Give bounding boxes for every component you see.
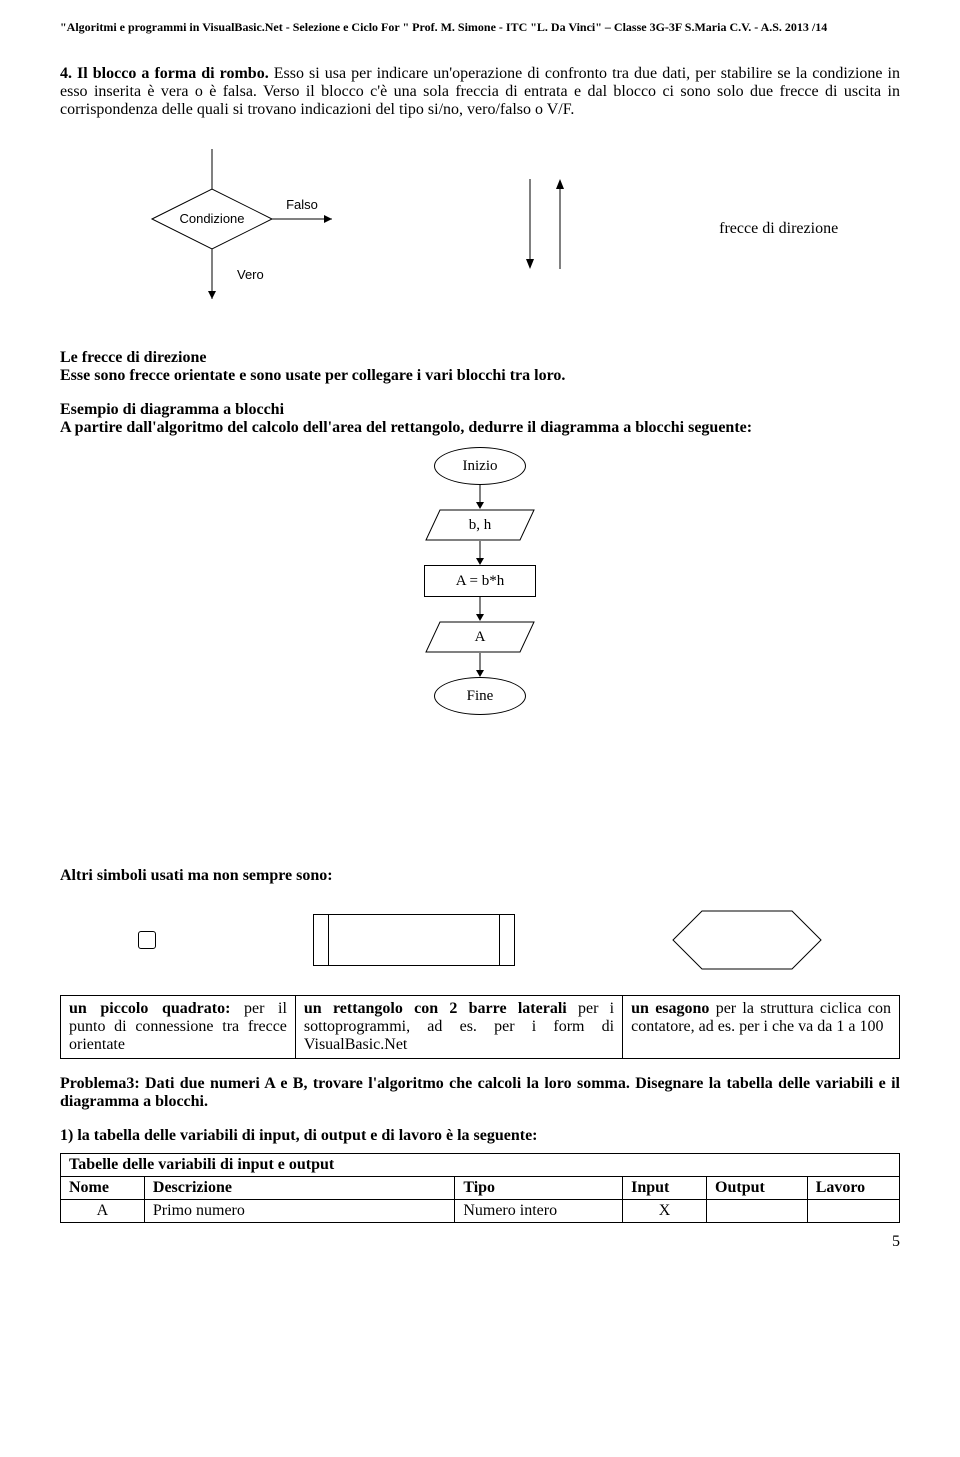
- vartable-row: A Primo numero Numero intero X: [61, 1200, 900, 1223]
- cond-label: Condizione: [179, 211, 244, 226]
- flow-output-label: A: [425, 621, 535, 653]
- symbols-row: [60, 895, 900, 985]
- esempio-section: Esempio di diagramma a blocchi A partire…: [60, 401, 900, 437]
- flow-end: Fine: [434, 677, 526, 715]
- vartable-header-row: Nome Descrizione Tipo Input Output Lavor…: [61, 1177, 900, 1200]
- direction-arrows: [505, 169, 585, 289]
- flowchart: Inizio b, h A = b*h A Fine: [380, 447, 580, 837]
- flow-start: Inizio: [434, 447, 526, 485]
- flow-arrow-icon: [480, 597, 481, 621]
- page-header: "Algoritmi e programmi in VisualBasic.Ne…: [60, 20, 900, 35]
- flow-arrow-icon: [480, 541, 481, 565]
- flow-process: A = b*h: [424, 565, 536, 597]
- flow-arrow-icon: [480, 653, 481, 677]
- problema3: Problema3: Dati due numeri A e B, trovar…: [60, 1075, 900, 1111]
- condition-diagram-area: Condizione Falso Vero frecce di direzion…: [60, 129, 900, 329]
- desc-cell-3: un esagono per la struttura ciclica con …: [623, 996, 900, 1059]
- desc-cell-2: un rettangolo con 2 barre laterali per i…: [295, 996, 622, 1059]
- frecce-section: Le frecce di direzione Esse sono frecce …: [60, 349, 900, 385]
- small-square-icon: [138, 931, 156, 949]
- altri-symbols-title: Altri simboli usati ma non sempre sono:: [60, 867, 900, 885]
- page-number: 5: [60, 1233, 900, 1251]
- desc-cell-1: un piccolo quadrato: per il punto di con…: [61, 996, 296, 1059]
- true-label: Vero: [237, 267, 264, 282]
- step-1: 1) la tabella delle variabili di input, …: [60, 1127, 900, 1145]
- esempio-body: A partire dall'algoritmo del calcolo del…: [60, 419, 752, 436]
- flow-input: b, h: [425, 509, 535, 541]
- subprogram-icon: [313, 914, 515, 966]
- flow-input-label: b, h: [425, 509, 535, 541]
- arrows-caption: frecce di direzione: [719, 220, 838, 238]
- symbols-description-table: un piccolo quadrato: per il punto di con…: [60, 995, 900, 1059]
- flow-output: A: [425, 621, 535, 653]
- vartable-caption: Tabelle delle variabili di input e outpu…: [61, 1154, 900, 1177]
- frecce-title: Le frecce di direzione: [60, 349, 206, 366]
- flow-arrow-icon: [480, 485, 481, 509]
- false-label: Falso: [286, 197, 318, 212]
- condition-rhombus: Condizione Falso Vero: [122, 149, 382, 309]
- variables-table: Tabelle delle variabili di input e outpu…: [60, 1153, 900, 1223]
- esempio-title: Esempio di diagramma a blocchi: [60, 401, 284, 418]
- hexagon-icon: [672, 910, 822, 970]
- section-4: 4. Il blocco a forma di rombo. Esso si u…: [60, 65, 900, 119]
- frecce-body: Esse sono frecce orientate e sono usate …: [60, 367, 565, 384]
- section-4-title: 4. Il blocco a forma di rombo.: [60, 65, 269, 82]
